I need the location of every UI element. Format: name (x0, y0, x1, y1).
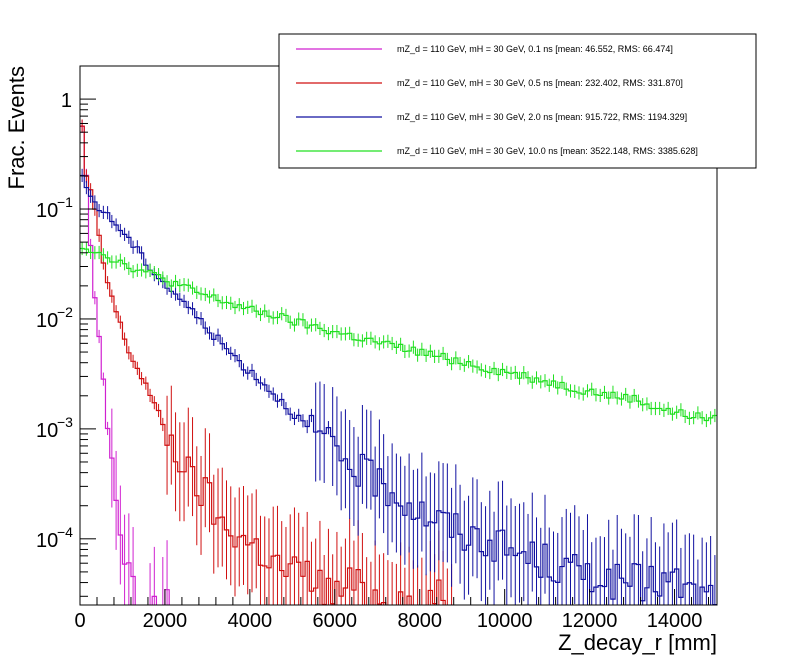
legend-entry: mZ_d = 110 GeV, mH = 30 GeV, 10.0 ns [me… (397, 146, 698, 156)
x-tick-label: 14000 (647, 610, 703, 632)
x-tick-label: 4000 (228, 610, 273, 632)
y-tick-label: 10 (36, 420, 58, 442)
series-line (80, 247, 717, 422)
series-trace (80, 241, 717, 428)
y-tick-exponent: −2 (57, 304, 73, 320)
series-layer (80, 119, 717, 605)
series-trace (80, 168, 717, 605)
y-tick-exponent: −1 (57, 194, 73, 210)
x-tick-label: 6000 (313, 610, 358, 632)
legend-box (278, 33, 757, 169)
x-tick-label: 2000 (143, 610, 188, 632)
x-tick-label: 10000 (477, 610, 533, 632)
x-axis-label: Z_decay_r [mm] (558, 630, 717, 655)
x-tick-label: 12000 (562, 610, 618, 632)
series-trace (80, 119, 170, 605)
axis-ticks: 0 2000 4000 6000 8000 10000 12000 14000110−110−… (36, 65, 710, 632)
y-tick-exponent: −4 (57, 524, 73, 540)
legend-entry: mZ_d = 110 GeV, mH = 30 GeV, 0.1 ns [mea… (397, 44, 673, 54)
x-tick-label: 0 (74, 610, 85, 632)
y-tick-label: 10 (36, 530, 58, 552)
y-tick-exponent: −3 (57, 414, 73, 430)
legend-entry: mZ_d = 110 GeV, mH = 30 GeV, 2.0 ns [mea… (397, 112, 687, 122)
legend: mZ_d = 110 GeV, mH = 30 GeV, 0.1 ns [mea… (296, 44, 698, 156)
y-tick-label: 10 (36, 200, 58, 222)
y-tick-label: 1 (61, 90, 72, 112)
y-tick-label: 10 (36, 310, 58, 332)
y-axis-label: Frac. Events (4, 66, 29, 189)
x-tick-label: 8000 (397, 610, 442, 632)
legend-entry: mZ_d = 110 GeV, mH = 30 GeV, 0.5 ns [mea… (397, 78, 683, 88)
series-line (80, 174, 717, 605)
